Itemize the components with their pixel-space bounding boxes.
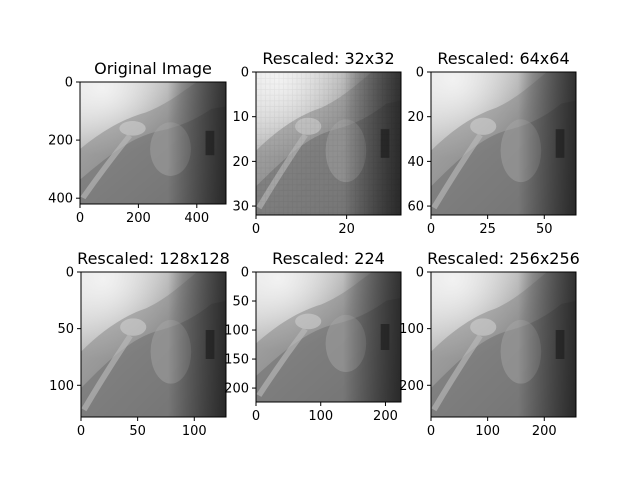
y-tick-label: 50 [57,322,74,337]
y-tick-label: 30 [232,200,249,215]
xray-image [256,272,401,402]
panel-3: Rescaled: 64x64 0 25 50 0 20 40 60 [407,49,577,237]
panel-title: Original Image [94,59,212,78]
x-tick-label: 0 [77,424,85,439]
x-tick-label: 0 [252,222,260,237]
x-tick-label: 20 [338,222,355,237]
axes-frame [255,71,402,216]
x-tick-label: 100 [182,424,207,439]
y-tick-label: 20 [232,155,249,170]
x-tick-label: 200 [532,424,557,439]
panel-2: Rescaled: 32x32 0 20 0 10 20 30 [232,49,402,237]
panel-title: Rescaled: 128x128 [77,249,230,268]
panel-title: Rescaled: 32x32 [262,49,394,68]
y-tick-label: 200 [399,379,424,394]
y-tick-label: 60 [407,200,424,215]
y-tick-label: 0 [416,266,424,281]
y-tick-label: 100 [224,324,249,339]
x-tick-label: 100 [475,424,500,439]
y-tick-label: 0 [416,66,424,81]
axes-frame [430,271,577,418]
y-tick-label: 100 [49,379,74,394]
x-tick-label: 400 [184,211,209,226]
x-tick-label: 0 [252,409,260,424]
axes-frame [430,71,577,216]
xray-image [431,72,576,215]
y-tick-label: 200 [224,382,249,397]
y-tick-label: 150 [224,353,249,368]
axes-frame [79,81,227,205]
panel-title: Rescaled: 64x64 [437,49,569,68]
x-tick-label: 50 [129,424,146,439]
xray-image [431,272,576,417]
y-tick-label: 40 [407,155,424,170]
y-tick-label: 0 [241,66,249,81]
y-tick-label: 100 [399,322,424,337]
x-tick-label: 100 [308,409,333,424]
xray-image [80,82,226,204]
y-tick-label: 400 [48,192,73,207]
x-tick-label: 25 [479,222,496,237]
y-tick-label: 0 [65,76,73,91]
x-tick-label: 0 [427,222,435,237]
axes-frame [80,271,227,418]
x-tick-label: 200 [126,211,151,226]
y-tick-label: 0 [241,266,249,281]
y-tick-label: 50 [232,295,249,310]
axes-frame [255,271,402,403]
pixelation-overlay [256,72,401,215]
panel-title: Rescaled: 256x256 [427,249,580,268]
y-tick-label: 200 [48,134,73,149]
xray-image [81,272,226,417]
x-tick-label: 200 [373,409,398,424]
y-tick-label: 0 [66,266,74,281]
x-tick-label: 0 [76,211,84,226]
panel-title: Rescaled: 224 [272,249,385,268]
y-tick-label: 10 [232,110,249,125]
y-tick-label: 20 [407,110,424,125]
x-tick-label: 0 [427,424,435,439]
x-tick-label: 50 [536,222,553,237]
